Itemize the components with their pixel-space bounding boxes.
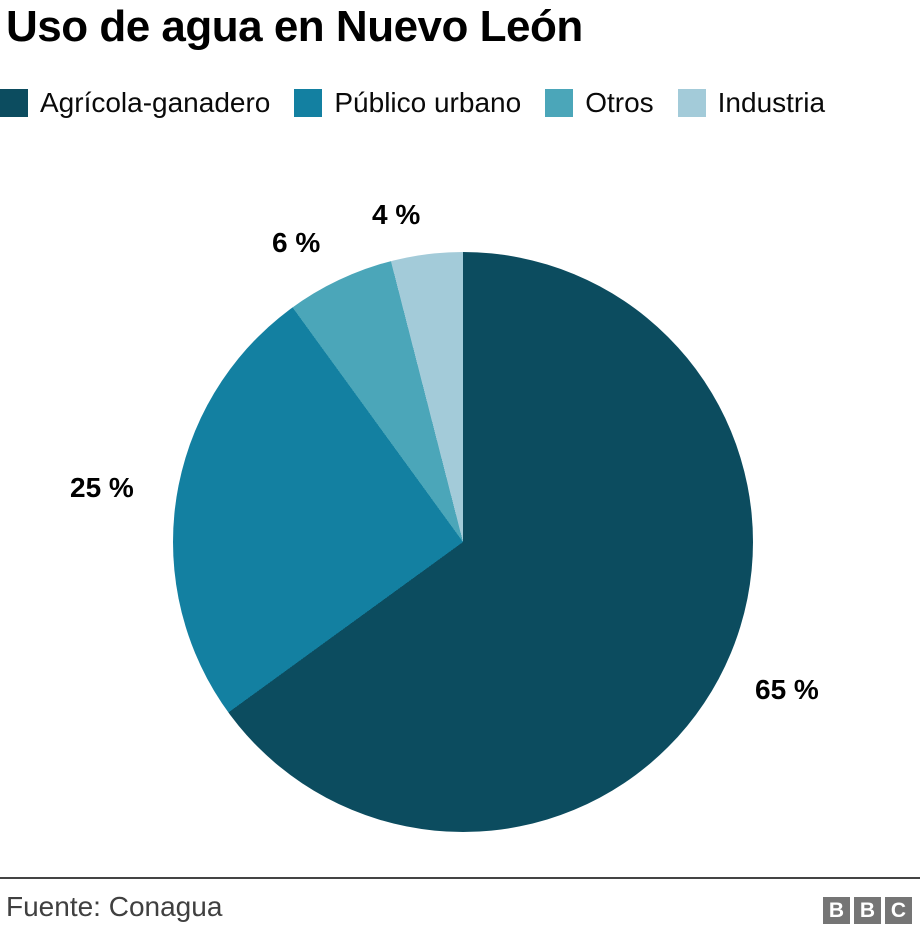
source-text: Fuente: Conagua [6, 891, 223, 922]
legend-label-otros: Otros [585, 87, 654, 118]
legend-label-industria: Industria [717, 87, 826, 118]
bbc-logo-block-b1: B [823, 897, 850, 924]
bbc-logo-block-b2: B [854, 897, 881, 924]
pie [173, 252, 753, 832]
pie-label-4: 4 % [372, 199, 421, 230]
legend-item-otros: Otros [545, 87, 654, 118]
legend-label-agricola: Agrícola-ganadero [40, 87, 271, 118]
pie-label-6: 6 % [272, 227, 321, 258]
legend-item-publico-urbano: Público urbano [294, 88, 521, 117]
footer: Fuente: Conagua B B C [0, 877, 920, 934]
legend-swatch-otros [545, 88, 574, 117]
legend-swatch-agricola [0, 88, 28, 117]
legend-label-publico-urbano: Público urbano [334, 87, 522, 118]
pie-label-25: 25 % [70, 472, 134, 503]
bbc-logo: B B C [823, 897, 912, 924]
chart-title: Uso de agua en Nuevo León [6, 2, 583, 51]
legend: Agrícola-ganadero Público urbano Otros I… [0, 88, 910, 117]
legend-swatch-publico-urbano [294, 88, 323, 117]
bbc-logo-block-c: C [885, 897, 912, 924]
pie-label-65: 65 % [755, 674, 819, 705]
legend-item-industria: Industria [677, 87, 826, 118]
legend-item-agricola: Agrícola-ganadero [0, 88, 270, 117]
legend-swatch-industria [677, 88, 706, 117]
